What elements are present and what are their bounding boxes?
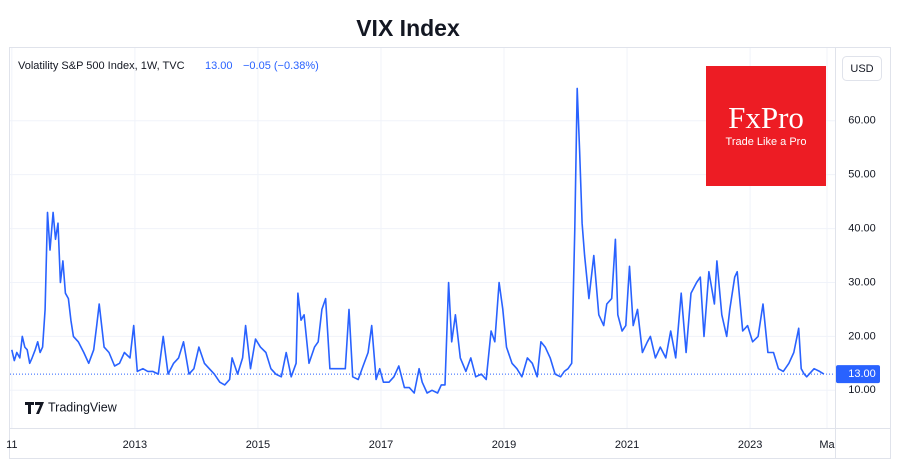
currency-box[interactable]: [842, 56, 882, 81]
legend-title: Volatility S&P 500 Index, 1W, TVC: [18, 60, 185, 72]
y-tick-label: 10.00: [848, 384, 876, 396]
x-tick-label: 2021: [615, 439, 639, 451]
series-line: [11, 87, 825, 394]
platform-icon: [25, 402, 44, 414]
x-tick-label: Ma: [819, 439, 835, 451]
currency[interactable]: USD: [850, 63, 873, 75]
brand-name: FxPro: [728, 100, 804, 135]
brand-tagline: Trade Like a Pro: [726, 136, 807, 148]
y-tick-label: 40.00: [848, 222, 876, 234]
price-label: 13.00: [848, 368, 876, 380]
x-tick-label: 11: [6, 439, 17, 451]
platform-name: TradingView: [48, 400, 118, 414]
y-tick-label: 60.00: [848, 115, 876, 127]
x-tick-label: 2013: [123, 439, 147, 451]
brand-logo: [706, 66, 826, 186]
legend-last: 13.00: [205, 60, 233, 72]
x-tick-label: 2015: [246, 439, 270, 451]
legend-change: −0.05 (−0.38%): [243, 60, 319, 72]
x-tick-label: 2019: [492, 439, 516, 451]
frame: [9, 47, 891, 459]
x-tick-label: 2017: [369, 439, 393, 451]
price-label-box: [836, 365, 880, 384]
y-tick-label: 30.00: [848, 276, 876, 288]
y-tick-label: 50.00: [848, 169, 876, 181]
grid: [10, 48, 835, 428]
x-tick-label: 2023: [738, 439, 762, 451]
y-tick-label: 20.00: [848, 330, 876, 342]
chart-title: VIX Index: [356, 15, 460, 41]
plot: [10, 87, 835, 394]
